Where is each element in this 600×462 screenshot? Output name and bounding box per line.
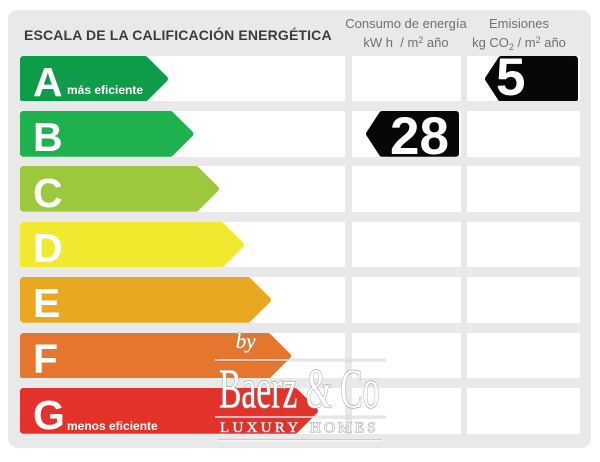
svg-text:LUXURY HOMES: LUXURY HOMES (220, 420, 379, 436)
svg-text:by: by (236, 329, 256, 353)
svg-text:Baerz & Co: Baerz & Co (219, 358, 379, 420)
